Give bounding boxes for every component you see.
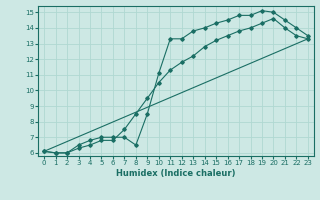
X-axis label: Humidex (Indice chaleur): Humidex (Indice chaleur) <box>116 169 236 178</box>
